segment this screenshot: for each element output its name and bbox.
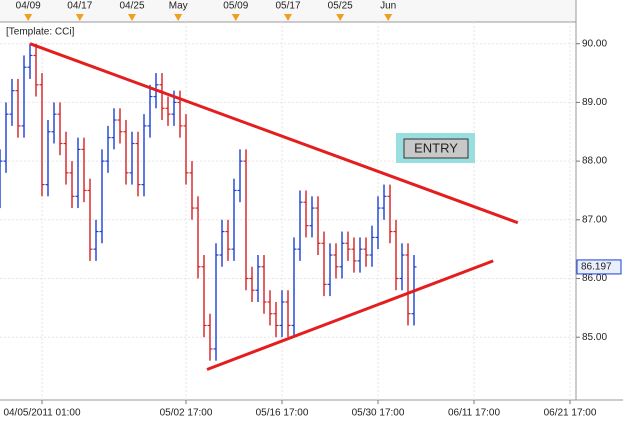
- top-tick-marker: [75, 14, 84, 21]
- top-tick-label: 05/09: [223, 1, 248, 12]
- top-tick-label: 04/09: [16, 1, 41, 12]
- top-tick-marker: [174, 14, 183, 21]
- x-tick-label: 05/16 17:00: [256, 408, 309, 419]
- top-tick-label: Jun: [380, 1, 396, 12]
- top-tick-label: 04/25: [119, 1, 144, 12]
- last-price-label: 86.197: [581, 262, 612, 273]
- x-tick-label: 06/21 17:00: [544, 408, 597, 419]
- x-tick-label: 05/02 17:00: [160, 408, 213, 419]
- marks: [0, 43, 417, 361]
- top-tick-marker: [24, 14, 33, 21]
- x-tick-label: 06/11 17:00: [448, 408, 501, 419]
- top-tick-marker: [384, 14, 393, 21]
- annotation-button: [403, 138, 469, 159]
- y-tick-label: 88.00: [582, 156, 607, 167]
- trend-line: [29, 42, 519, 225]
- x-tick-label: 04/05/2011 01:00: [3, 408, 81, 419]
- top-tick-label: 05/17: [275, 1, 300, 12]
- annotation: ENTRY: [414, 140, 458, 155]
- top-tick-marker: [128, 14, 136, 21]
- y-tick-label: 90.00: [582, 38, 607, 49]
- y-tick-label: 86.00: [582, 273, 607, 284]
- x-tick-label: 05/30 17:00: [352, 408, 405, 419]
- template-label: [Template: CCi]: [6, 27, 75, 38]
- top-tick-marker: [336, 14, 345, 21]
- y-tick-label: 85.00: [582, 332, 607, 343]
- top-tick-marker: [231, 14, 240, 21]
- y-tick-label: 89.00: [582, 97, 607, 108]
- top-axis-band: [0, 0, 576, 22]
- top-tick-label: 04/17: [67, 1, 92, 12]
- last-price-box: [576, 259, 622, 275]
- top-tick-marker: [284, 14, 292, 21]
- top-tick-label: May: [169, 1, 188, 12]
- top-tick-label: 05/25: [328, 1, 353, 12]
- trend-line: [206, 259, 494, 371]
- y-tick-label: 87.00: [582, 214, 607, 225]
